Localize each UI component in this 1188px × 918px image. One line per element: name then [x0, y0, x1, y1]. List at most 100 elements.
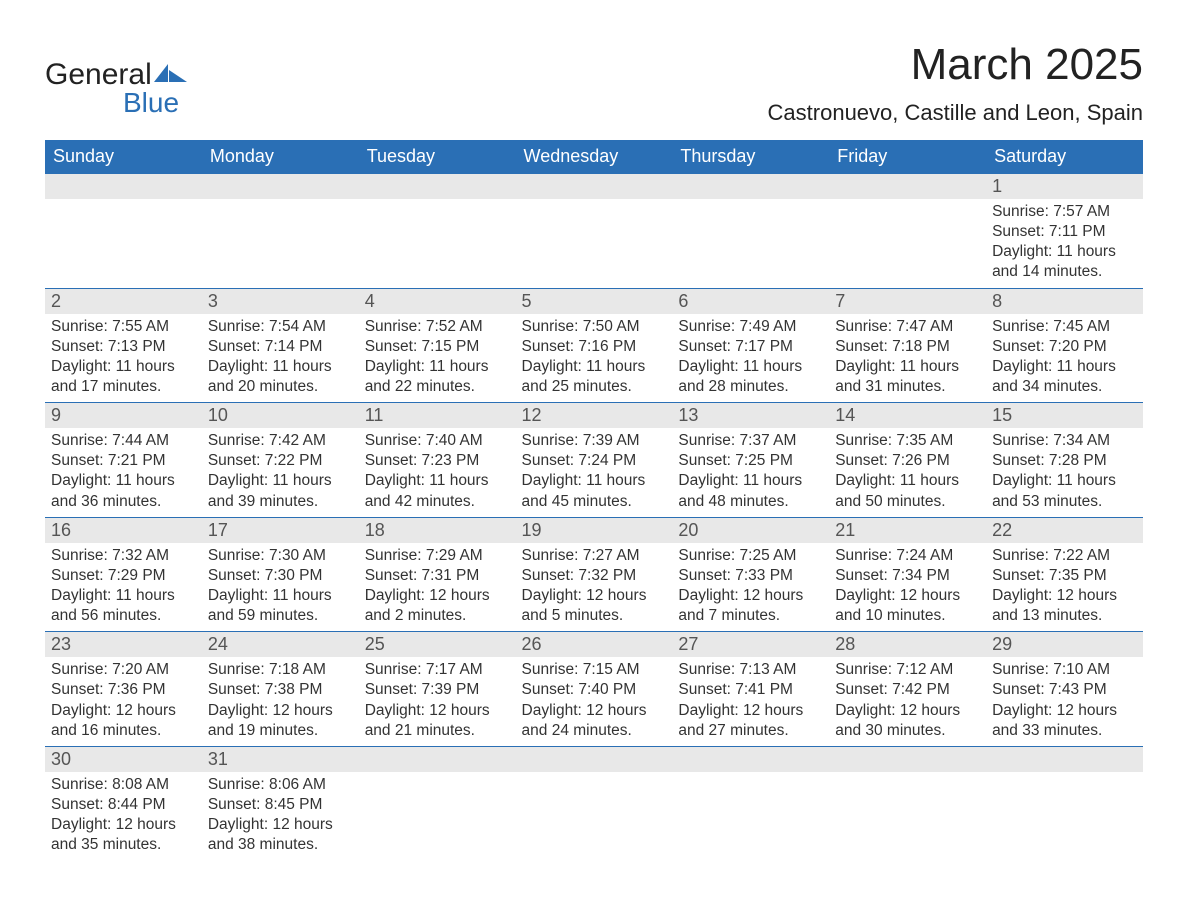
calendar-cell: 25Sunrise: 7:17 AMSunset: 7:39 PMDayligh…	[359, 632, 516, 747]
day-details: Sunrise: 7:39 AMSunset: 7:24 PMDaylight:…	[516, 428, 673, 517]
dow-mon: Monday	[202, 140, 359, 174]
day-details: Sunrise: 7:10 AMSunset: 7:43 PMDaylight:…	[986, 657, 1143, 746]
calendar-cell: 20Sunrise: 7:25 AMSunset: 7:33 PMDayligh…	[672, 517, 829, 632]
calendar-week-row: 23Sunrise: 7:20 AMSunset: 7:36 PMDayligh…	[45, 632, 1143, 747]
day-details: Sunrise: 7:17 AMSunset: 7:39 PMDaylight:…	[359, 657, 516, 746]
day-number: 18	[359, 518, 516, 543]
calendar-cell: 15Sunrise: 7:34 AMSunset: 7:28 PMDayligh…	[986, 403, 1143, 518]
day-number: 28	[829, 632, 986, 657]
day-number	[829, 174, 986, 199]
day-number	[516, 174, 673, 199]
day-number: 8	[986, 289, 1143, 314]
dow-sun: Sunday	[45, 140, 202, 174]
day-number: 9	[45, 403, 202, 428]
day-details: Sunrise: 7:32 AMSunset: 7:29 PMDaylight:…	[45, 543, 202, 632]
day-number: 20	[672, 518, 829, 543]
calendar-cell: 7Sunrise: 7:47 AMSunset: 7:18 PMDaylight…	[829, 288, 986, 403]
calendar-cell	[516, 746, 673, 860]
day-number: 14	[829, 403, 986, 428]
day-number: 17	[202, 518, 359, 543]
calendar-cell	[359, 174, 516, 289]
calendar-cell: 3Sunrise: 7:54 AMSunset: 7:14 PMDaylight…	[202, 288, 359, 403]
day-number: 31	[202, 747, 359, 772]
calendar-cell	[672, 174, 829, 289]
day-details	[829, 199, 986, 261]
dow-sat: Saturday	[986, 140, 1143, 174]
day-details: Sunrise: 7:44 AMSunset: 7:21 PMDaylight:…	[45, 428, 202, 517]
day-number	[359, 747, 516, 772]
calendar-week-row: 30Sunrise: 8:08 AMSunset: 8:44 PMDayligh…	[45, 746, 1143, 860]
day-number: 27	[672, 632, 829, 657]
calendar-cell	[516, 174, 673, 289]
day-number: 6	[672, 289, 829, 314]
day-details: Sunrise: 7:15 AMSunset: 7:40 PMDaylight:…	[516, 657, 673, 746]
day-details	[359, 772, 516, 834]
day-number: 21	[829, 518, 986, 543]
day-details: Sunrise: 7:13 AMSunset: 7:41 PMDaylight:…	[672, 657, 829, 746]
day-details: Sunrise: 7:29 AMSunset: 7:31 PMDaylight:…	[359, 543, 516, 632]
calendar-cell: 1Sunrise: 7:57 AMSunset: 7:11 PMDaylight…	[986, 174, 1143, 289]
day-details: Sunrise: 7:24 AMSunset: 7:34 PMDaylight:…	[829, 543, 986, 632]
logo: General Blue	[45, 60, 188, 115]
calendar-cell: 30Sunrise: 8:08 AMSunset: 8:44 PMDayligh…	[45, 746, 202, 860]
day-details: Sunrise: 7:27 AMSunset: 7:32 PMDaylight:…	[516, 543, 673, 632]
day-details: Sunrise: 7:25 AMSunset: 7:33 PMDaylight:…	[672, 543, 829, 632]
day-number	[202, 174, 359, 199]
calendar-cell: 29Sunrise: 7:10 AMSunset: 7:43 PMDayligh…	[986, 632, 1143, 747]
calendar-cell: 12Sunrise: 7:39 AMSunset: 7:24 PMDayligh…	[516, 403, 673, 518]
day-details	[45, 199, 202, 261]
calendar-cell: 26Sunrise: 7:15 AMSunset: 7:40 PMDayligh…	[516, 632, 673, 747]
day-number	[516, 747, 673, 772]
calendar-cell: 17Sunrise: 7:30 AMSunset: 7:30 PMDayligh…	[202, 517, 359, 632]
calendar-cell: 5Sunrise: 7:50 AMSunset: 7:16 PMDaylight…	[516, 288, 673, 403]
day-details	[986, 772, 1143, 834]
day-number: 22	[986, 518, 1143, 543]
calendar-week-row: 16Sunrise: 7:32 AMSunset: 7:29 PMDayligh…	[45, 517, 1143, 632]
dow-thu: Thursday	[672, 140, 829, 174]
calendar-cell: 11Sunrise: 7:40 AMSunset: 7:23 PMDayligh…	[359, 403, 516, 518]
calendar-cell: 4Sunrise: 7:52 AMSunset: 7:15 PMDaylight…	[359, 288, 516, 403]
day-details	[359, 199, 516, 261]
title-block: March 2025 Castronuevo, Castille and Leo…	[768, 40, 1143, 132]
calendar-week-row: 2Sunrise: 7:55 AMSunset: 7:13 PMDaylight…	[45, 288, 1143, 403]
day-number: 4	[359, 289, 516, 314]
logo-text-blue: Blue	[123, 90, 188, 115]
day-number: 2	[45, 289, 202, 314]
calendar-cell	[829, 174, 986, 289]
calendar-cell	[45, 174, 202, 289]
month-title: March 2025	[768, 40, 1143, 90]
calendar-week-row: 1Sunrise: 7:57 AMSunset: 7:11 PMDaylight…	[45, 174, 1143, 289]
day-details	[202, 199, 359, 261]
day-details: Sunrise: 7:52 AMSunset: 7:15 PMDaylight:…	[359, 314, 516, 403]
calendar-cell	[829, 746, 986, 860]
day-number: 15	[986, 403, 1143, 428]
calendar-cell: 2Sunrise: 7:55 AMSunset: 7:13 PMDaylight…	[45, 288, 202, 403]
day-number: 16	[45, 518, 202, 543]
calendar-cell	[672, 746, 829, 860]
calendar-cell: 8Sunrise: 7:45 AMSunset: 7:20 PMDaylight…	[986, 288, 1143, 403]
day-details: Sunrise: 7:47 AMSunset: 7:18 PMDaylight:…	[829, 314, 986, 403]
day-number: 11	[359, 403, 516, 428]
calendar-cell: 9Sunrise: 7:44 AMSunset: 7:21 PMDaylight…	[45, 403, 202, 518]
day-number	[672, 174, 829, 199]
calendar-cell	[202, 174, 359, 289]
day-number: 13	[672, 403, 829, 428]
header: General Blue March 2025 Castronuevo, Cas…	[45, 40, 1143, 132]
day-details: Sunrise: 7:30 AMSunset: 7:30 PMDaylight:…	[202, 543, 359, 632]
day-number	[672, 747, 829, 772]
dow-fri: Friday	[829, 140, 986, 174]
calendar-cell: 6Sunrise: 7:49 AMSunset: 7:17 PMDaylight…	[672, 288, 829, 403]
calendar-cell: 10Sunrise: 7:42 AMSunset: 7:22 PMDayligh…	[202, 403, 359, 518]
calendar-table: Sunday Monday Tuesday Wednesday Thursday…	[45, 140, 1143, 860]
day-details: Sunrise: 7:45 AMSunset: 7:20 PMDaylight:…	[986, 314, 1143, 403]
calendar-cell: 23Sunrise: 7:20 AMSunset: 7:36 PMDayligh…	[45, 632, 202, 747]
day-details: Sunrise: 7:57 AMSunset: 7:11 PMDaylight:…	[986, 199, 1143, 288]
logo-icon	[154, 62, 188, 89]
day-number: 10	[202, 403, 359, 428]
day-details: Sunrise: 7:49 AMSunset: 7:17 PMDaylight:…	[672, 314, 829, 403]
calendar-cell	[986, 746, 1143, 860]
calendar-week-row: 9Sunrise: 7:44 AMSunset: 7:21 PMDaylight…	[45, 403, 1143, 518]
day-number: 1	[986, 174, 1143, 199]
calendar-cell: 27Sunrise: 7:13 AMSunset: 7:41 PMDayligh…	[672, 632, 829, 747]
day-details: Sunrise: 7:50 AMSunset: 7:16 PMDaylight:…	[516, 314, 673, 403]
